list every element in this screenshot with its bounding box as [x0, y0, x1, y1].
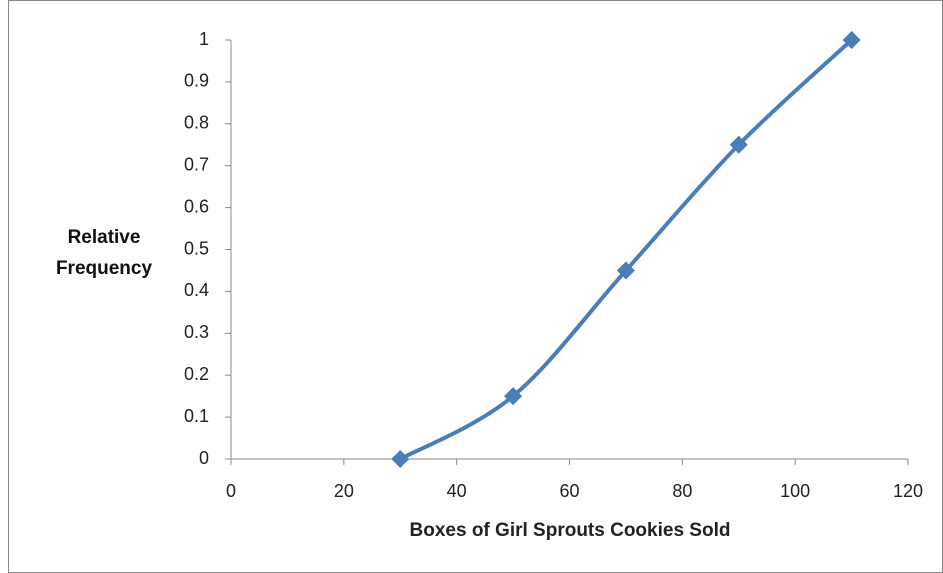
data-point: [729, 135, 748, 154]
data-point: [842, 31, 861, 49]
y-tick-label: 0.4: [184, 280, 209, 300]
y-tick-label: 0.6: [184, 196, 209, 216]
y-tick-label: 0.7: [184, 154, 209, 174]
x-axis-label: Boxes of Girl Sprouts Cookies Sold: [410, 520, 731, 541]
data-point: [391, 450, 410, 468]
data-point: [616, 261, 635, 280]
y-tick-label: 0.8: [184, 113, 209, 133]
y-tick-label: 0.2: [184, 364, 209, 384]
x-tick-label: 100: [780, 481, 810, 501]
y-tick-label: 0: [199, 448, 209, 468]
y-tick-label: 1: [199, 29, 209, 49]
x-tick-label: 20: [334, 481, 354, 501]
x-tick-label: 80: [672, 481, 692, 501]
y-tick-label: 0.9: [184, 71, 209, 91]
x-tick-label: 60: [559, 481, 579, 501]
data-point: [504, 387, 523, 406]
x-tick-label: 120: [893, 481, 923, 501]
x-tick-label: 40: [447, 481, 467, 501]
y-tick-label: 0.1: [184, 406, 209, 426]
x-tick-label: 0: [226, 481, 236, 501]
y-tick-label: 0.5: [184, 238, 209, 258]
y-tick-label: 0.3: [184, 322, 209, 342]
y-axis-label: Relative Frequency: [55, 227, 153, 279]
series-line: [399, 38, 853, 461]
